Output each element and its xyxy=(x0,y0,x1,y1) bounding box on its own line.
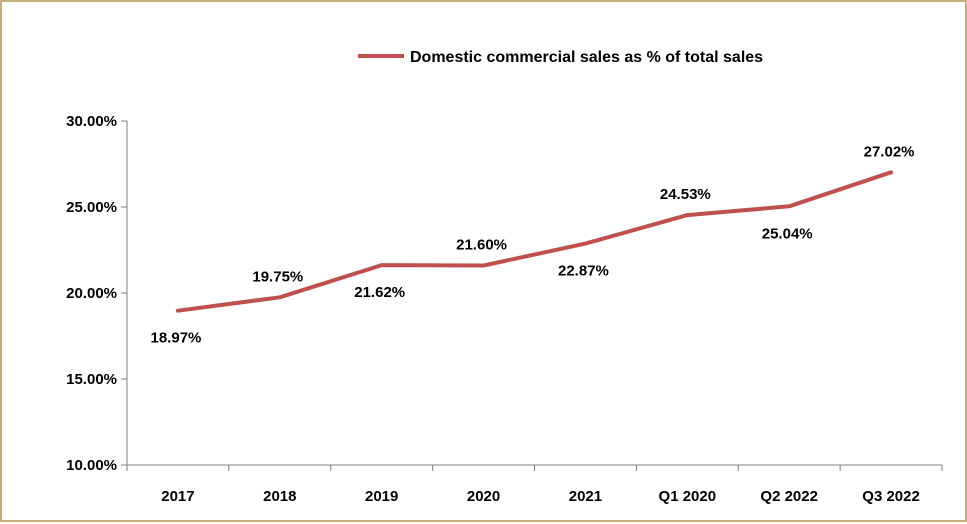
y-tick-label: 15.00% xyxy=(66,371,117,388)
x-tick-label: Q2 2022 xyxy=(760,488,818,505)
data-label: 21.60% xyxy=(456,236,507,253)
data-label: 24.53% xyxy=(660,186,711,203)
x-tick-label: 2019 xyxy=(365,488,398,505)
y-tick-label: 25.00% xyxy=(66,199,117,216)
x-axis-ticks: 2017 2018 2019 2020 2021 Q1 2020 Q2 2022 Q3 202… xyxy=(127,465,942,505)
axes xyxy=(127,121,942,465)
data-label: 25.04% xyxy=(762,225,813,242)
data-label: 21.62% xyxy=(354,284,405,301)
y-tick-label: 20.00% xyxy=(66,285,117,302)
x-tick-label: Q3 2022 xyxy=(862,488,920,505)
legend: Domestic commercial sales as % of total … xyxy=(358,49,763,66)
x-tick-label: 2018 xyxy=(263,488,296,505)
x-tick-label: 2020 xyxy=(467,488,500,505)
data-labels: 18.97% 19.75% 21.62% 21.60% 22.87% 24.53% 25.0… xyxy=(151,143,915,346)
data-label: 22.87% xyxy=(558,263,609,280)
legend-label: Domestic commercial sales as % of total … xyxy=(410,49,763,66)
y-tick-label: 30.00% xyxy=(66,113,117,130)
y-axis-ticks: 10.00% 15.00% 20.00% 25.00% 30.00% xyxy=(66,113,127,474)
x-tick-label: 2017 xyxy=(161,488,194,505)
x-tick-label: Q1 2020 xyxy=(659,488,717,505)
data-label: 18.97% xyxy=(151,330,202,347)
x-tick-label: 2021 xyxy=(569,488,602,505)
data-label: 19.75% xyxy=(252,268,303,285)
data-label: 27.02% xyxy=(864,143,915,160)
y-tick-label: 10.00% xyxy=(66,457,117,474)
